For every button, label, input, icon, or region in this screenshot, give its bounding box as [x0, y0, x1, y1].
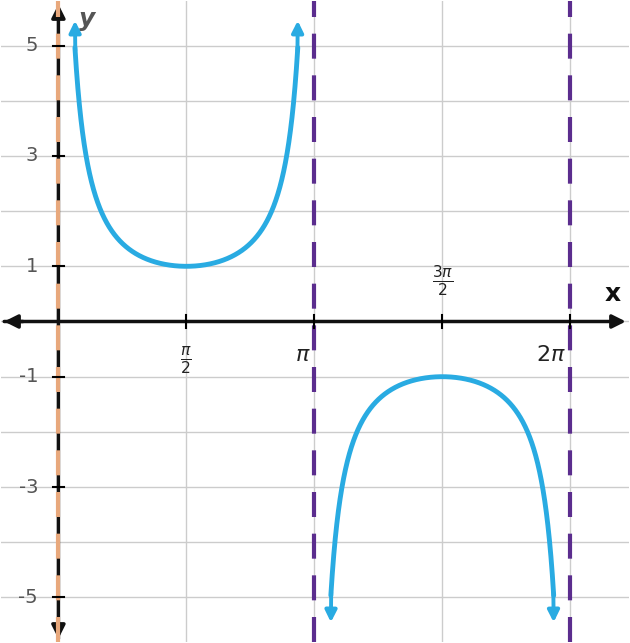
Text: x: x [604, 282, 621, 306]
Text: $2\pi$: $2\pi$ [536, 345, 566, 365]
Text: $\frac{\pi}{2}$: $\frac{\pi}{2}$ [180, 345, 192, 376]
Text: -3: -3 [18, 478, 38, 496]
Text: $\pi$: $\pi$ [295, 345, 310, 365]
Text: 1: 1 [26, 257, 38, 276]
Text: 5: 5 [26, 36, 38, 55]
Text: 3: 3 [26, 147, 38, 165]
Text: -1: -1 [18, 367, 38, 386]
Text: -5: -5 [18, 588, 38, 607]
Text: $\frac{3\pi}{2}$: $\frac{3\pi}{2}$ [432, 264, 453, 298]
Text: y: y [79, 7, 95, 31]
